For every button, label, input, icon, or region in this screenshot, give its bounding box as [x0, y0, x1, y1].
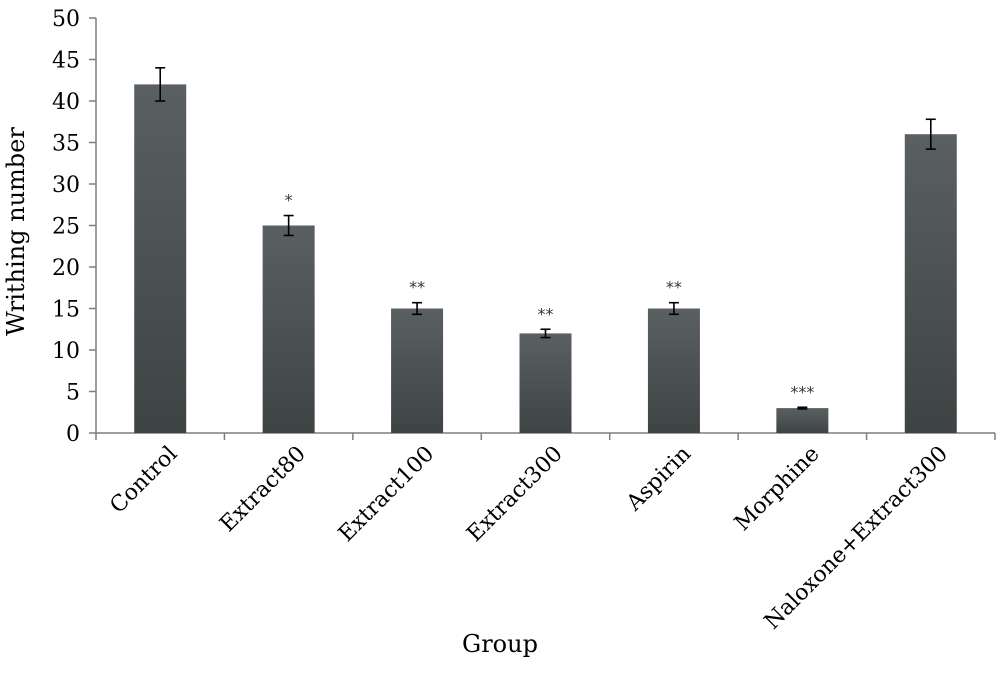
y-tick-label: 15: [52, 298, 80, 323]
y-tick-label: 10: [52, 339, 80, 364]
y-tick-label: 20: [52, 256, 80, 281]
bar: [776, 408, 829, 433]
y-ticks: 0 5 10 15 20 25 30 35 40 45 50: [52, 7, 96, 447]
y-tick-label: 45: [52, 49, 80, 74]
y-tick-label: 25: [52, 215, 80, 240]
y-axis-title: Writhing number: [2, 127, 30, 336]
x-tick-label: Aspirin: [621, 442, 696, 517]
significance-labels: **********: [285, 191, 815, 402]
error-bars: [155, 67, 936, 410]
bar: [262, 225, 315, 433]
significance-label: **: [666, 278, 682, 297]
significance-label: *: [285, 191, 293, 210]
significance-label: ***: [790, 382, 814, 401]
significance-label: **: [409, 278, 425, 297]
bar: [904, 134, 957, 433]
bar: [391, 308, 444, 433]
x-axis-title: Group: [462, 630, 538, 658]
y-tick-label: 50: [52, 7, 80, 32]
y-tick-label: 0: [66, 422, 80, 447]
bar: [134, 84, 187, 434]
y-tick-label: 35: [52, 132, 80, 157]
bar: [647, 308, 700, 433]
y-tick-label: 40: [52, 90, 80, 115]
bars: [134, 84, 957, 434]
x-ticks: [95, 433, 996, 440]
x-tick-labels: Control Extract80 Extract100 Extract300 Aspi…: [105, 442, 953, 635]
bar: [519, 333, 572, 433]
y-tick-label: 5: [66, 381, 80, 406]
x-tick-label: Extract80: [215, 442, 311, 538]
significance-label: **: [538, 304, 554, 323]
y-tick-label: 30: [52, 173, 80, 198]
x-tick-label: Morphine: [730, 442, 825, 537]
x-tick-label: Extract300: [462, 442, 567, 547]
x-tick-label: Control: [105, 442, 182, 519]
x-tick-label: Extract100: [334, 442, 439, 547]
